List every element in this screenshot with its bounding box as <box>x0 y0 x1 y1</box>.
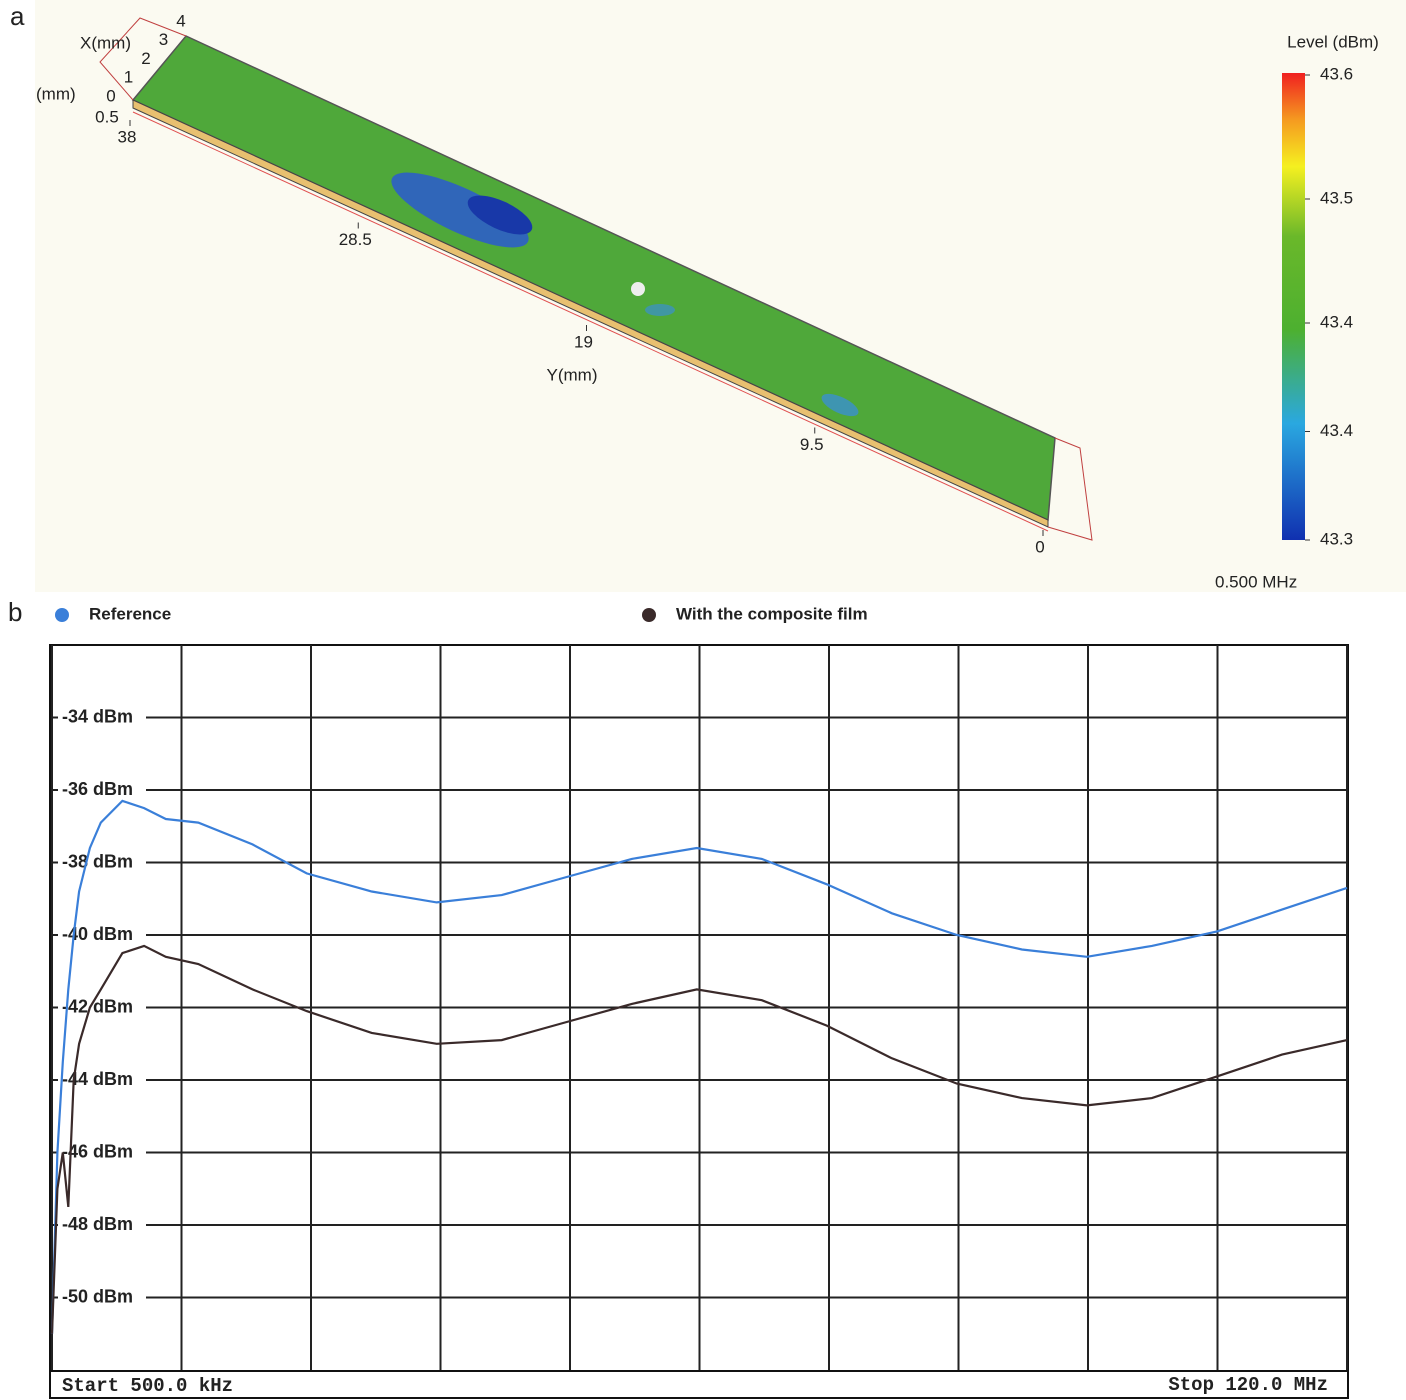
x-tick-label: 4 <box>176 11 185 30</box>
panel-label: a <box>10 1 25 31</box>
y-tick-label: 0 <box>1035 537 1044 556</box>
frequency-label: 0.500 MHz <box>1215 572 1297 591</box>
stop-label: Stop 120.0 MHz <box>1168 1374 1328 1396</box>
tick-label-bg <box>58 851 146 874</box>
y-tick-label: 38 <box>118 127 137 146</box>
legend-marker <box>55 608 69 622</box>
legend-marker <box>642 608 656 622</box>
y-tick-label: -42 dBm <box>62 996 133 1016</box>
series-line <box>50 944 1348 1334</box>
tick-label-bg <box>58 1141 146 1164</box>
y-tick-label: -48 dBm <box>62 1214 133 1234</box>
y-tick-label: -46 dBm <box>62 1141 133 1161</box>
legend-label: With the composite film <box>676 604 868 623</box>
surface-region <box>821 393 859 417</box>
surface-region <box>645 304 675 316</box>
z-tick-label: 0.5 <box>95 107 119 126</box>
tick-label-bg <box>58 924 146 946</box>
y-tick-label: -44 dBm <box>62 1069 133 1089</box>
y-tick-label: -36 dBm <box>62 779 133 799</box>
start-label: Start 500.0 kHz <box>62 1375 233 1397</box>
colorbar-tick-label: 43.6 <box>1320 64 1353 83</box>
box-edge <box>1047 437 1093 541</box>
colorbar-tick-label: 43.4 <box>1320 421 1353 440</box>
colorbar <box>1282 73 1305 540</box>
x-axis-label: X(mm) <box>80 33 131 52</box>
y-tick-label: 9.5 <box>800 435 824 454</box>
x-tick-label: 2 <box>141 49 150 68</box>
colorbar-tick-label: 43.4 <box>1320 312 1353 331</box>
tick-label-bg <box>58 1069 146 1091</box>
marker <box>631 282 645 296</box>
colorbar-label: Level (dBm) <box>1287 32 1379 51</box>
y-tick-label: 28.5 <box>339 230 372 249</box>
x-tick-label: 3 <box>159 30 168 49</box>
tick-label-bg <box>58 1214 146 1236</box>
surface-region <box>467 195 533 235</box>
y-tick-label: -50 dBm <box>62 1286 133 1306</box>
box-edge <box>132 111 1049 532</box>
y-tick-label: -38 dBm <box>62 851 133 871</box>
y-tick-label: -34 dBm <box>62 706 133 726</box>
z-axis-label: (mm) <box>36 84 76 103</box>
legend-label: Reference <box>89 604 171 623</box>
tick-label-bg <box>58 706 146 729</box>
y-axis-label: Y(mm) <box>547 365 598 384</box>
y-tick-label: 19 <box>574 332 593 351</box>
x-tick-label: 0 <box>106 86 115 105</box>
series-line <box>50 799 1348 1334</box>
box-edge <box>99 17 187 101</box>
tick-label-bg <box>58 779 146 801</box>
panel-label: b <box>8 597 22 627</box>
surface-region <box>391 172 529 248</box>
colorbar-tick-label: 43.3 <box>1320 529 1353 548</box>
tick-label-bg <box>58 1286 146 1309</box>
y-tick-label: -40 dBm <box>62 924 133 944</box>
tick-label-bg <box>58 996 146 1019</box>
colorbar-tick-label: 43.5 <box>1320 188 1353 207</box>
x-tick-label: 1 <box>124 68 133 87</box>
